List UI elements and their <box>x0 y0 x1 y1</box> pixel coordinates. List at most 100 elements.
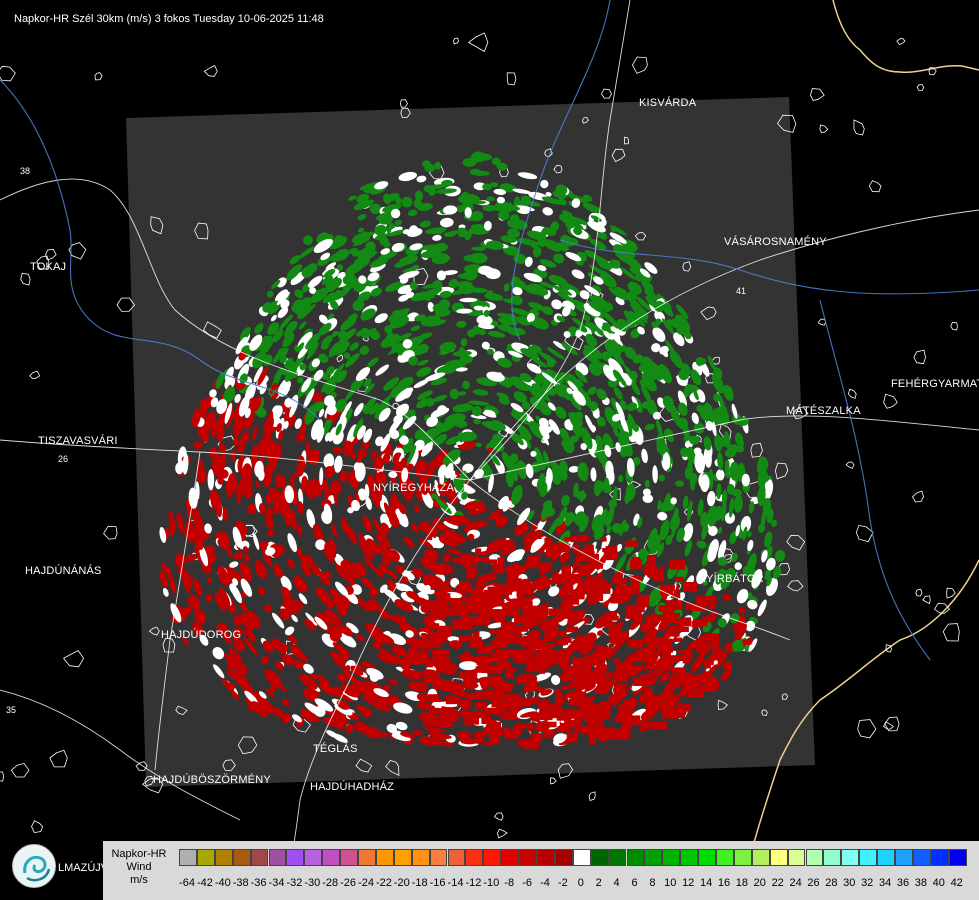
legend-tick-label: 30 <box>843 877 856 889</box>
legend-tick-label: 28 <box>825 877 838 889</box>
radar-echo-cell <box>412 730 423 736</box>
radar-echo-cell <box>247 633 256 642</box>
radar-echo-cell <box>251 691 269 708</box>
radar-echo-cell <box>447 549 463 555</box>
settlement-outline <box>400 107 411 118</box>
legend-swatch <box>805 849 824 866</box>
radar-echo-cell <box>497 637 508 648</box>
settlement-outline <box>942 623 960 642</box>
radar-echo-cell <box>603 551 618 561</box>
radar-echo-cell <box>668 694 677 705</box>
napkor-logo <box>12 844 56 888</box>
settlement-outline <box>0 65 16 82</box>
radar-echo-cell <box>383 684 391 692</box>
settlement-outline <box>946 587 956 599</box>
radar-echo-cell <box>375 533 383 543</box>
radar-echo-cell <box>556 315 566 322</box>
legend-tick-label: -38 <box>232 877 249 889</box>
radar-echo-cell <box>614 553 627 573</box>
radar-echo-cell <box>508 694 521 701</box>
settlement-outline <box>810 88 825 101</box>
radar-echo-cell <box>555 697 565 704</box>
radar-echo-cell <box>578 706 591 712</box>
legend-swatch <box>662 849 681 866</box>
legend-tick-label: -24 <box>358 877 374 889</box>
settlement-outline <box>144 775 154 787</box>
radar-echo-cell <box>306 509 316 528</box>
radar-echo-cell <box>298 593 308 605</box>
radar-echo-cell <box>414 504 421 513</box>
legend-tick-label: 0 <box>577 877 584 889</box>
radar-echo-cell <box>532 246 542 258</box>
radar-echo-cell <box>502 702 516 709</box>
legend-title: Napkor-HR Wind m/s <box>103 841 175 887</box>
legend-swatch <box>358 849 376 866</box>
radar-echo-cell <box>436 625 452 634</box>
radar-echo-cell <box>162 587 169 597</box>
radar-echo-cell <box>193 441 203 450</box>
river-line <box>819 299 931 661</box>
radar-echo-cell <box>608 694 621 700</box>
radar-echo-cell <box>287 634 298 645</box>
radar-echo-cell <box>443 553 451 563</box>
radar-echo-cell <box>339 633 357 648</box>
radar-echo-cell <box>455 690 463 696</box>
radar-echo-cell <box>194 609 207 624</box>
settlement-outline <box>774 462 789 480</box>
radar-echo-cell <box>365 241 376 252</box>
radar-echo-cell <box>439 341 457 353</box>
legend-tick-label: -20 <box>393 877 410 889</box>
legend-swatch <box>501 849 520 866</box>
radar-echo-cell <box>673 708 686 719</box>
radar-echo-cell <box>296 546 304 561</box>
radar-echo-cell <box>559 655 571 662</box>
legend-tick-label: 2 <box>595 877 602 889</box>
settlement-outline <box>916 84 925 91</box>
radar-echo-cell <box>704 633 720 641</box>
settlement-outline <box>857 719 877 739</box>
radar-echo-cell <box>192 577 203 597</box>
radar-echo-cell <box>647 722 655 729</box>
radar-echo-cell <box>442 713 459 722</box>
radar-echo-cell <box>461 679 477 687</box>
legend-tick-label: -10 <box>483 877 500 889</box>
radar-echo-cell <box>429 641 441 648</box>
radar-echo-cell <box>558 649 572 656</box>
legend-tick-label: -64 <box>179 877 195 889</box>
radar-echo-cell <box>207 469 215 491</box>
radar-echo-cell <box>233 615 244 626</box>
radar-echo-cell <box>488 473 494 493</box>
radar-echo-cell <box>655 661 670 667</box>
legend-tick-label: -36 <box>250 877 267 889</box>
legend-tick-label: 38 <box>914 877 928 889</box>
radar-echo-cell <box>651 343 661 353</box>
radar-echo-cell <box>536 371 555 387</box>
radar-echo-cell <box>243 628 252 636</box>
legend-swatch <box>519 849 537 866</box>
settlement-outline <box>631 56 648 74</box>
radar-echo-cell <box>379 533 391 549</box>
radar-echo-cell <box>764 531 773 548</box>
radar-echo-cell <box>311 449 320 465</box>
radar-echo-cell <box>272 707 284 718</box>
legend-tick-label: -34 <box>268 877 285 889</box>
legend-tick-label: -6 <box>522 877 532 889</box>
radar-echo-cell <box>602 615 619 621</box>
radar-echo-cell <box>484 559 498 564</box>
radar-echo-cell <box>532 533 542 539</box>
radar-echo-cell <box>436 662 450 672</box>
radar-echo-cell <box>645 691 654 698</box>
radar-echo-cell <box>742 565 753 576</box>
radar-echo-cell <box>594 688 606 694</box>
settlement-outline <box>497 828 508 839</box>
radar-echo-cell <box>616 577 627 585</box>
legend-tick-label: 12 <box>682 877 695 889</box>
radar-echo-cell <box>566 576 582 584</box>
radar-echo-cell <box>324 609 341 626</box>
legend-swatch <box>895 849 913 866</box>
radar-echo-cell <box>344 353 360 368</box>
radar-echo-cell <box>497 557 505 563</box>
radar-echo-cell <box>453 598 461 607</box>
radar-echo-cell <box>452 403 474 413</box>
